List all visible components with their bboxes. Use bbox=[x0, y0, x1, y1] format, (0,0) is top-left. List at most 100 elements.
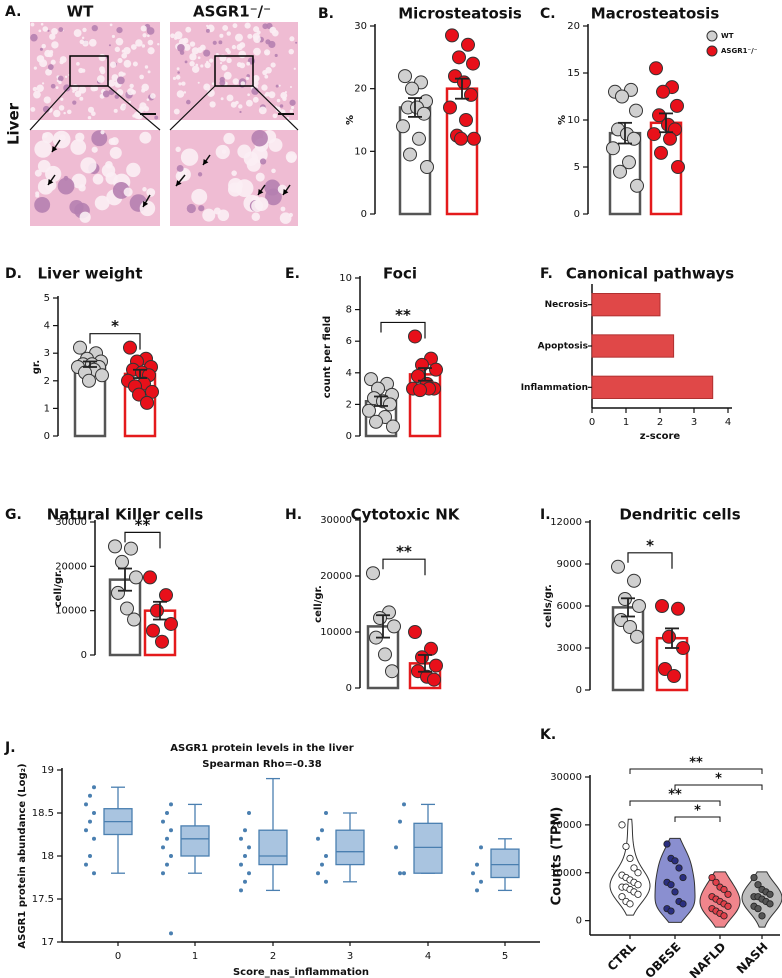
tissue-texture bbox=[219, 76, 225, 83]
tissue-texture bbox=[264, 74, 269, 79]
tissue-texture bbox=[247, 33, 253, 39]
tissue-texture bbox=[100, 130, 105, 135]
data-point bbox=[758, 912, 766, 920]
tissue-texture bbox=[239, 42, 246, 49]
data-point bbox=[159, 588, 173, 603]
data-point bbox=[140, 395, 154, 410]
tissue-texture bbox=[88, 38, 97, 47]
arrow-head bbox=[176, 180, 182, 186]
significance-bracket bbox=[89, 333, 141, 350]
tissue-texture bbox=[180, 148, 199, 166]
tissue-texture bbox=[51, 27, 58, 35]
x-tick-label: 0 bbox=[589, 417, 595, 428]
tissue-texture bbox=[34, 169, 42, 177]
tissue-texture bbox=[172, 76, 177, 80]
y-axis-label: cells/gr. bbox=[543, 584, 554, 628]
tissue-texture bbox=[92, 173, 104, 185]
tissue-texture bbox=[60, 97, 64, 101]
tissue-texture bbox=[123, 59, 132, 68]
data-point bbox=[724, 890, 732, 898]
y-tick-label: 0 bbox=[346, 683, 352, 694]
tissue-texture bbox=[63, 175, 69, 181]
inset-box bbox=[214, 55, 254, 87]
data-point bbox=[679, 900, 687, 908]
significance-label: * bbox=[715, 772, 722, 787]
data-point bbox=[403, 147, 417, 162]
y-tick-label: 10 bbox=[354, 146, 367, 157]
tissue-texture bbox=[197, 172, 203, 177]
y-tick-label: 10 bbox=[339, 273, 352, 284]
panel-letter: C. bbox=[540, 6, 556, 22]
data-point bbox=[127, 612, 141, 627]
data-point bbox=[429, 658, 443, 673]
data-point bbox=[647, 127, 661, 142]
tissue-texture bbox=[274, 53, 278, 58]
data-point bbox=[654, 145, 668, 160]
tissue-texture bbox=[142, 187, 147, 192]
data-point bbox=[247, 845, 251, 850]
data-point bbox=[239, 862, 243, 867]
tissue-texture bbox=[265, 188, 282, 206]
data-point bbox=[161, 819, 165, 824]
data-point bbox=[632, 599, 646, 613]
tissue-texture bbox=[121, 49, 125, 53]
tissue-texture bbox=[109, 23, 113, 27]
y-tick-label: 8 bbox=[346, 305, 352, 316]
tissue-texture bbox=[116, 26, 123, 34]
tissue-texture bbox=[139, 200, 156, 217]
data-point bbox=[366, 566, 380, 581]
data-point bbox=[663, 840, 671, 848]
y-tick-label: 30000 bbox=[320, 515, 352, 526]
y-tick-label: 6 bbox=[346, 336, 352, 347]
tissue-texture bbox=[135, 39, 143, 47]
tissue-texture bbox=[289, 36, 295, 42]
tissue-texture bbox=[261, 84, 268, 91]
tissue-texture bbox=[102, 90, 110, 98]
tissue-texture bbox=[58, 27, 64, 33]
data-point bbox=[243, 879, 247, 884]
tissue-texture bbox=[220, 97, 224, 101]
tissue-texture bbox=[279, 212, 292, 224]
tissue-texture bbox=[105, 160, 113, 169]
tissue-texture bbox=[270, 62, 276, 68]
tissue-texture bbox=[33, 90, 41, 99]
tissue-texture bbox=[39, 59, 48, 68]
tissue-texture bbox=[32, 86, 38, 92]
y-tick-label: 17 bbox=[41, 937, 54, 948]
tissue-texture bbox=[41, 43, 46, 49]
tissue-texture bbox=[226, 94, 234, 102]
tissue-texture bbox=[265, 91, 270, 97]
tissue-texture bbox=[189, 53, 197, 61]
panel-letter: F. bbox=[540, 266, 553, 282]
tissue-texture bbox=[121, 52, 128, 59]
tissue-texture bbox=[203, 49, 211, 57]
tissue-texture bbox=[184, 60, 188, 64]
tissue-texture bbox=[87, 115, 92, 120]
tissue-texture bbox=[246, 157, 261, 172]
data-point bbox=[364, 372, 378, 387]
data-point bbox=[383, 397, 397, 412]
tissue-texture bbox=[177, 44, 185, 52]
chart-title: Dendritic cells bbox=[619, 506, 740, 524]
y-tick-label: 10 bbox=[567, 115, 580, 126]
tissue-texture bbox=[81, 36, 85, 40]
tissue-texture bbox=[275, 84, 279, 88]
tissue-texture bbox=[175, 75, 181, 80]
tissue-texture bbox=[57, 177, 75, 195]
panel-letter: G. bbox=[5, 507, 22, 523]
tissue-texture bbox=[222, 25, 229, 31]
tissue-texture bbox=[123, 46, 131, 55]
data-point bbox=[320, 862, 324, 867]
panel-letter: K. bbox=[540, 727, 556, 743]
tissue-texture bbox=[186, 99, 191, 105]
x-axis-label: z-score bbox=[640, 431, 681, 442]
tissue-texture bbox=[198, 205, 205, 212]
tissue-texture bbox=[228, 177, 243, 193]
y-tick-label: Apoptosis bbox=[538, 342, 588, 352]
tissue-texture bbox=[206, 24, 209, 28]
data-point bbox=[766, 900, 774, 908]
legend-label: ASGR1⁻/⁻ bbox=[721, 47, 758, 55]
legend-marker bbox=[706, 45, 718, 57]
data-point bbox=[165, 862, 169, 867]
data-point bbox=[649, 61, 663, 76]
